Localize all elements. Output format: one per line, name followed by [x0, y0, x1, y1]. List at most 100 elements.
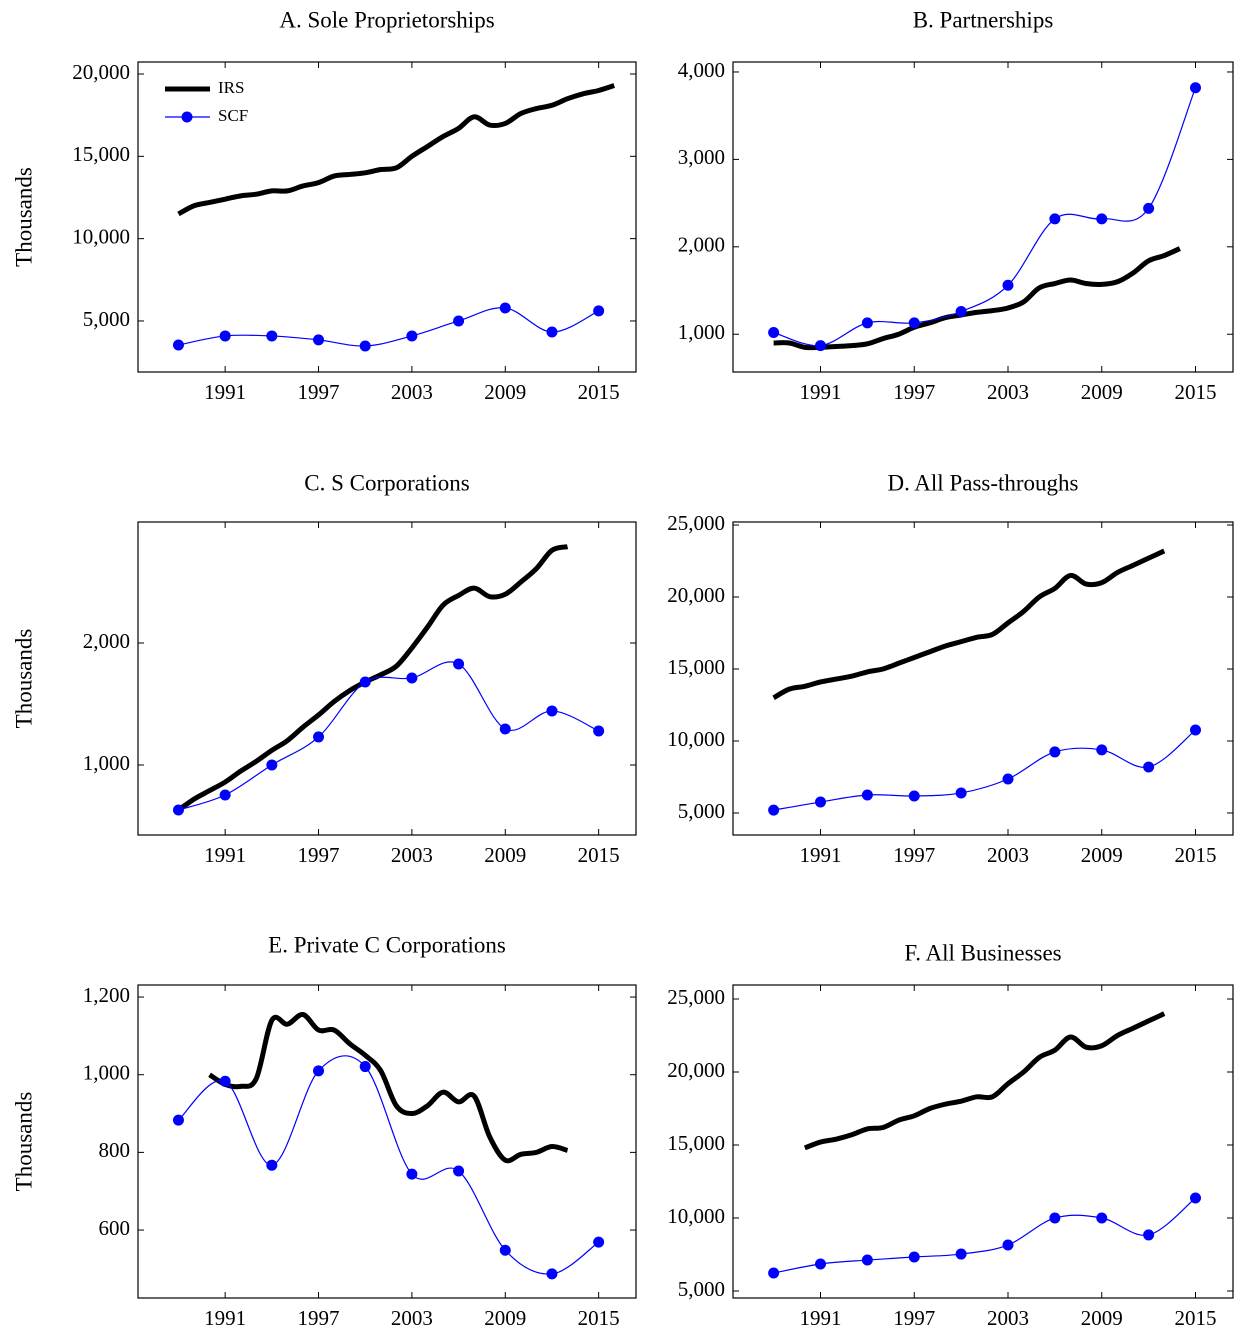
data-point	[593, 305, 605, 317]
data-point	[219, 330, 231, 342]
y-tick-label: 1,000	[678, 320, 725, 344]
x-tick-label: 1997	[893, 1306, 935, 1330]
data-point	[955, 787, 967, 799]
y-axis-label: Thousands	[11, 1092, 36, 1192]
data-point	[1049, 213, 1061, 225]
x-tick-label: 2003	[391, 843, 433, 867]
data-point	[1002, 279, 1014, 291]
data-point	[313, 334, 325, 346]
panel-title: A. Sole Proprietorships	[279, 7, 494, 32]
plot-frame	[137, 984, 637, 1299]
y-tick-label: 20,000	[72, 60, 130, 84]
y-tick-label: 2,000	[678, 233, 725, 257]
panel-title: C. S Corporations	[304, 470, 470, 495]
series-line	[772, 548, 1166, 700]
data-point	[406, 672, 418, 684]
y-tick-label: 5,000	[678, 799, 725, 823]
y-tick-label: 25,000	[667, 511, 725, 535]
panel: E. Private C Corporations Thousands 1991 19…	[11, 932, 637, 1330]
x-tick-label: 2009	[1081, 843, 1123, 867]
y-tick-label: 600	[99, 1216, 131, 1240]
panel: D. All Pass-throughs 1991 1997 2003 2009 2015…	[667, 470, 1234, 867]
data-point	[219, 1075, 231, 1087]
data-point	[593, 1236, 605, 1248]
data-point	[1143, 202, 1155, 214]
y-tick-label: 10,000	[667, 1204, 725, 1228]
data-point	[1190, 82, 1201, 94]
x-tick-label: 2009	[484, 380, 526, 404]
data-point	[266, 1159, 278, 1171]
y-tick-label: 25,000	[667, 985, 725, 1009]
series-line	[773, 87, 1197, 347]
panel-title: D. All Pass-throughs	[887, 470, 1078, 495]
data-point	[1002, 773, 1014, 785]
x-tick-label: 1991	[800, 1306, 842, 1330]
data-point	[815, 1258, 826, 1270]
panel: A. Sole Proprietorships Thousands 1991 1997…	[11, 7, 637, 404]
series-line	[803, 1011, 1166, 1151]
panel-title: B. Partnerships	[913, 7, 1054, 32]
data-point	[1143, 1229, 1155, 1241]
series-line	[773, 729, 1196, 811]
data-point	[313, 1065, 325, 1077]
data-point	[861, 1254, 873, 1266]
series-line	[178, 1055, 599, 1275]
data-point	[1096, 213, 1108, 225]
y-tick-label: 15,000	[667, 655, 725, 679]
y-tick-label: 20,000	[667, 583, 725, 607]
y-axis-label: Thousands	[11, 629, 36, 729]
y-tick-label: 2,000	[83, 629, 130, 653]
panel: F. All Businesses 1991 1997 2003 2009 2015 5,0…	[667, 940, 1234, 1330]
plot-frame	[732, 521, 1234, 836]
series-line	[773, 246, 1181, 351]
x-tick-label: 2003	[987, 843, 1029, 867]
x-tick-label: 1991	[204, 843, 246, 867]
panel: C. S Corporations Thousands 1991 1997 2003 20…	[11, 470, 637, 867]
data-point	[313, 731, 325, 743]
panel-title: F. All Businesses	[904, 940, 1061, 965]
series-line	[178, 661, 599, 811]
data-point	[546, 1268, 558, 1280]
data-point	[546, 705, 558, 717]
data-point	[172, 1114, 184, 1126]
y-tick-label: 15,000	[667, 1131, 725, 1155]
x-tick-label: 2003	[391, 380, 433, 404]
series-line	[773, 1197, 1196, 1274]
legend-label: SCF	[218, 106, 248, 125]
data-point	[266, 759, 278, 771]
x-tick-label: 1997	[298, 1306, 340, 1330]
data-point	[768, 804, 780, 816]
data-point	[359, 340, 371, 352]
data-point	[1096, 744, 1108, 756]
series-line	[178, 307, 599, 347]
data-point	[219, 789, 231, 801]
data-point	[861, 789, 873, 801]
plot-frame	[137, 521, 637, 836]
x-tick-label: 1997	[298, 380, 340, 404]
y-tick-label: 3,000	[678, 145, 725, 169]
data-point	[1049, 1212, 1061, 1224]
x-tick-label: 2015	[1175, 843, 1217, 867]
data-point	[453, 658, 465, 670]
data-point	[1190, 724, 1201, 736]
data-point	[499, 302, 511, 314]
data-point	[406, 330, 418, 342]
x-tick-label: 1997	[893, 843, 935, 867]
x-tick-label: 2015	[1175, 1306, 1217, 1330]
panel-title: E. Private C Corporations	[268, 932, 506, 957]
x-tick-label: 2003	[987, 1306, 1029, 1330]
y-tick-label: 800	[99, 1138, 131, 1162]
legend-label: IRS	[218, 78, 244, 97]
data-point	[815, 340, 826, 352]
x-tick-label: 2009	[1081, 380, 1123, 404]
data-point	[955, 306, 967, 318]
data-point	[499, 1244, 511, 1256]
x-tick-label: 2015	[578, 380, 620, 404]
x-tick-label: 2015	[578, 1306, 620, 1330]
y-tick-label: 5,000	[83, 307, 130, 331]
data-point	[593, 725, 605, 737]
data-point	[359, 676, 371, 688]
y-tick-label: 1,200	[83, 983, 130, 1007]
data-point	[861, 317, 873, 329]
